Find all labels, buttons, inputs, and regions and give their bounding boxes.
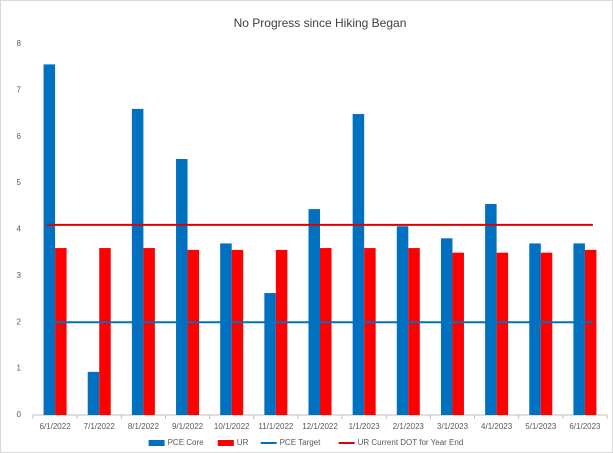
x-tick-label: 5/1/2023 <box>525 422 557 431</box>
y-tick-label: 7 <box>17 85 22 94</box>
bar <box>55 248 67 415</box>
bar <box>440 238 453 415</box>
bar <box>275 249 288 415</box>
legend-label: UR Current DOT for Year End <box>358 438 464 447</box>
bar <box>220 243 232 415</box>
bar <box>408 248 420 415</box>
x-tick-label: 10/1/2022 <box>214 422 250 431</box>
y-tick-label: 4 <box>17 225 22 234</box>
x-tick-label: 6/1/2022 <box>40 422 72 431</box>
bar <box>496 252 509 415</box>
y-tick-label: 2 <box>17 317 22 326</box>
bar <box>540 252 553 415</box>
legend-swatch <box>148 440 165 446</box>
chart-title: No Progress since Hiking Began <box>234 16 407 30</box>
bar <box>43 64 56 415</box>
bar <box>364 248 376 415</box>
bar <box>452 252 464 415</box>
bar <box>352 114 365 416</box>
bar <box>143 248 155 415</box>
x-tick-label: 8/1/2022 <box>128 422 160 431</box>
bar <box>396 226 409 415</box>
x-tick-label: 3/1/2023 <box>437 422 469 431</box>
bar <box>264 293 276 415</box>
y-tick-label: 1 <box>17 364 22 373</box>
bar <box>176 159 188 415</box>
x-tick-label: 6/1/2023 <box>569 422 601 431</box>
bar <box>131 108 144 416</box>
bar <box>99 248 111 415</box>
x-tick-label: 4/1/2023 <box>481 422 513 431</box>
y-tick-label: 5 <box>17 178 22 187</box>
x-tick-label: 2/1/2023 <box>393 422 425 431</box>
y-tick-label: 6 <box>17 132 22 141</box>
bar <box>529 243 541 415</box>
x-tick-label: 1/1/2023 <box>349 422 381 431</box>
legend-swatch <box>217 440 234 446</box>
y-tick-label: 3 <box>17 271 22 280</box>
bar <box>584 249 597 415</box>
x-tick-label: 7/1/2022 <box>84 422 116 431</box>
bar <box>485 203 497 415</box>
bar <box>87 371 100 415</box>
legend-label: UR <box>237 438 249 447</box>
x-tick-label: 11/1/2022 <box>258 422 294 431</box>
legend-label: PCE Core <box>168 438 205 447</box>
bar <box>320 248 332 415</box>
x-tick-label: 9/1/2022 <box>172 422 204 431</box>
bar <box>308 209 320 415</box>
x-tick-label: 12/1/2022 <box>302 422 338 431</box>
y-tick-label: 0 <box>17 410 22 419</box>
legend-label: PCE Target <box>280 438 322 447</box>
y-tick-label: 8 <box>17 39 22 48</box>
bar <box>231 249 244 415</box>
bar <box>187 249 200 415</box>
bar <box>573 243 585 415</box>
